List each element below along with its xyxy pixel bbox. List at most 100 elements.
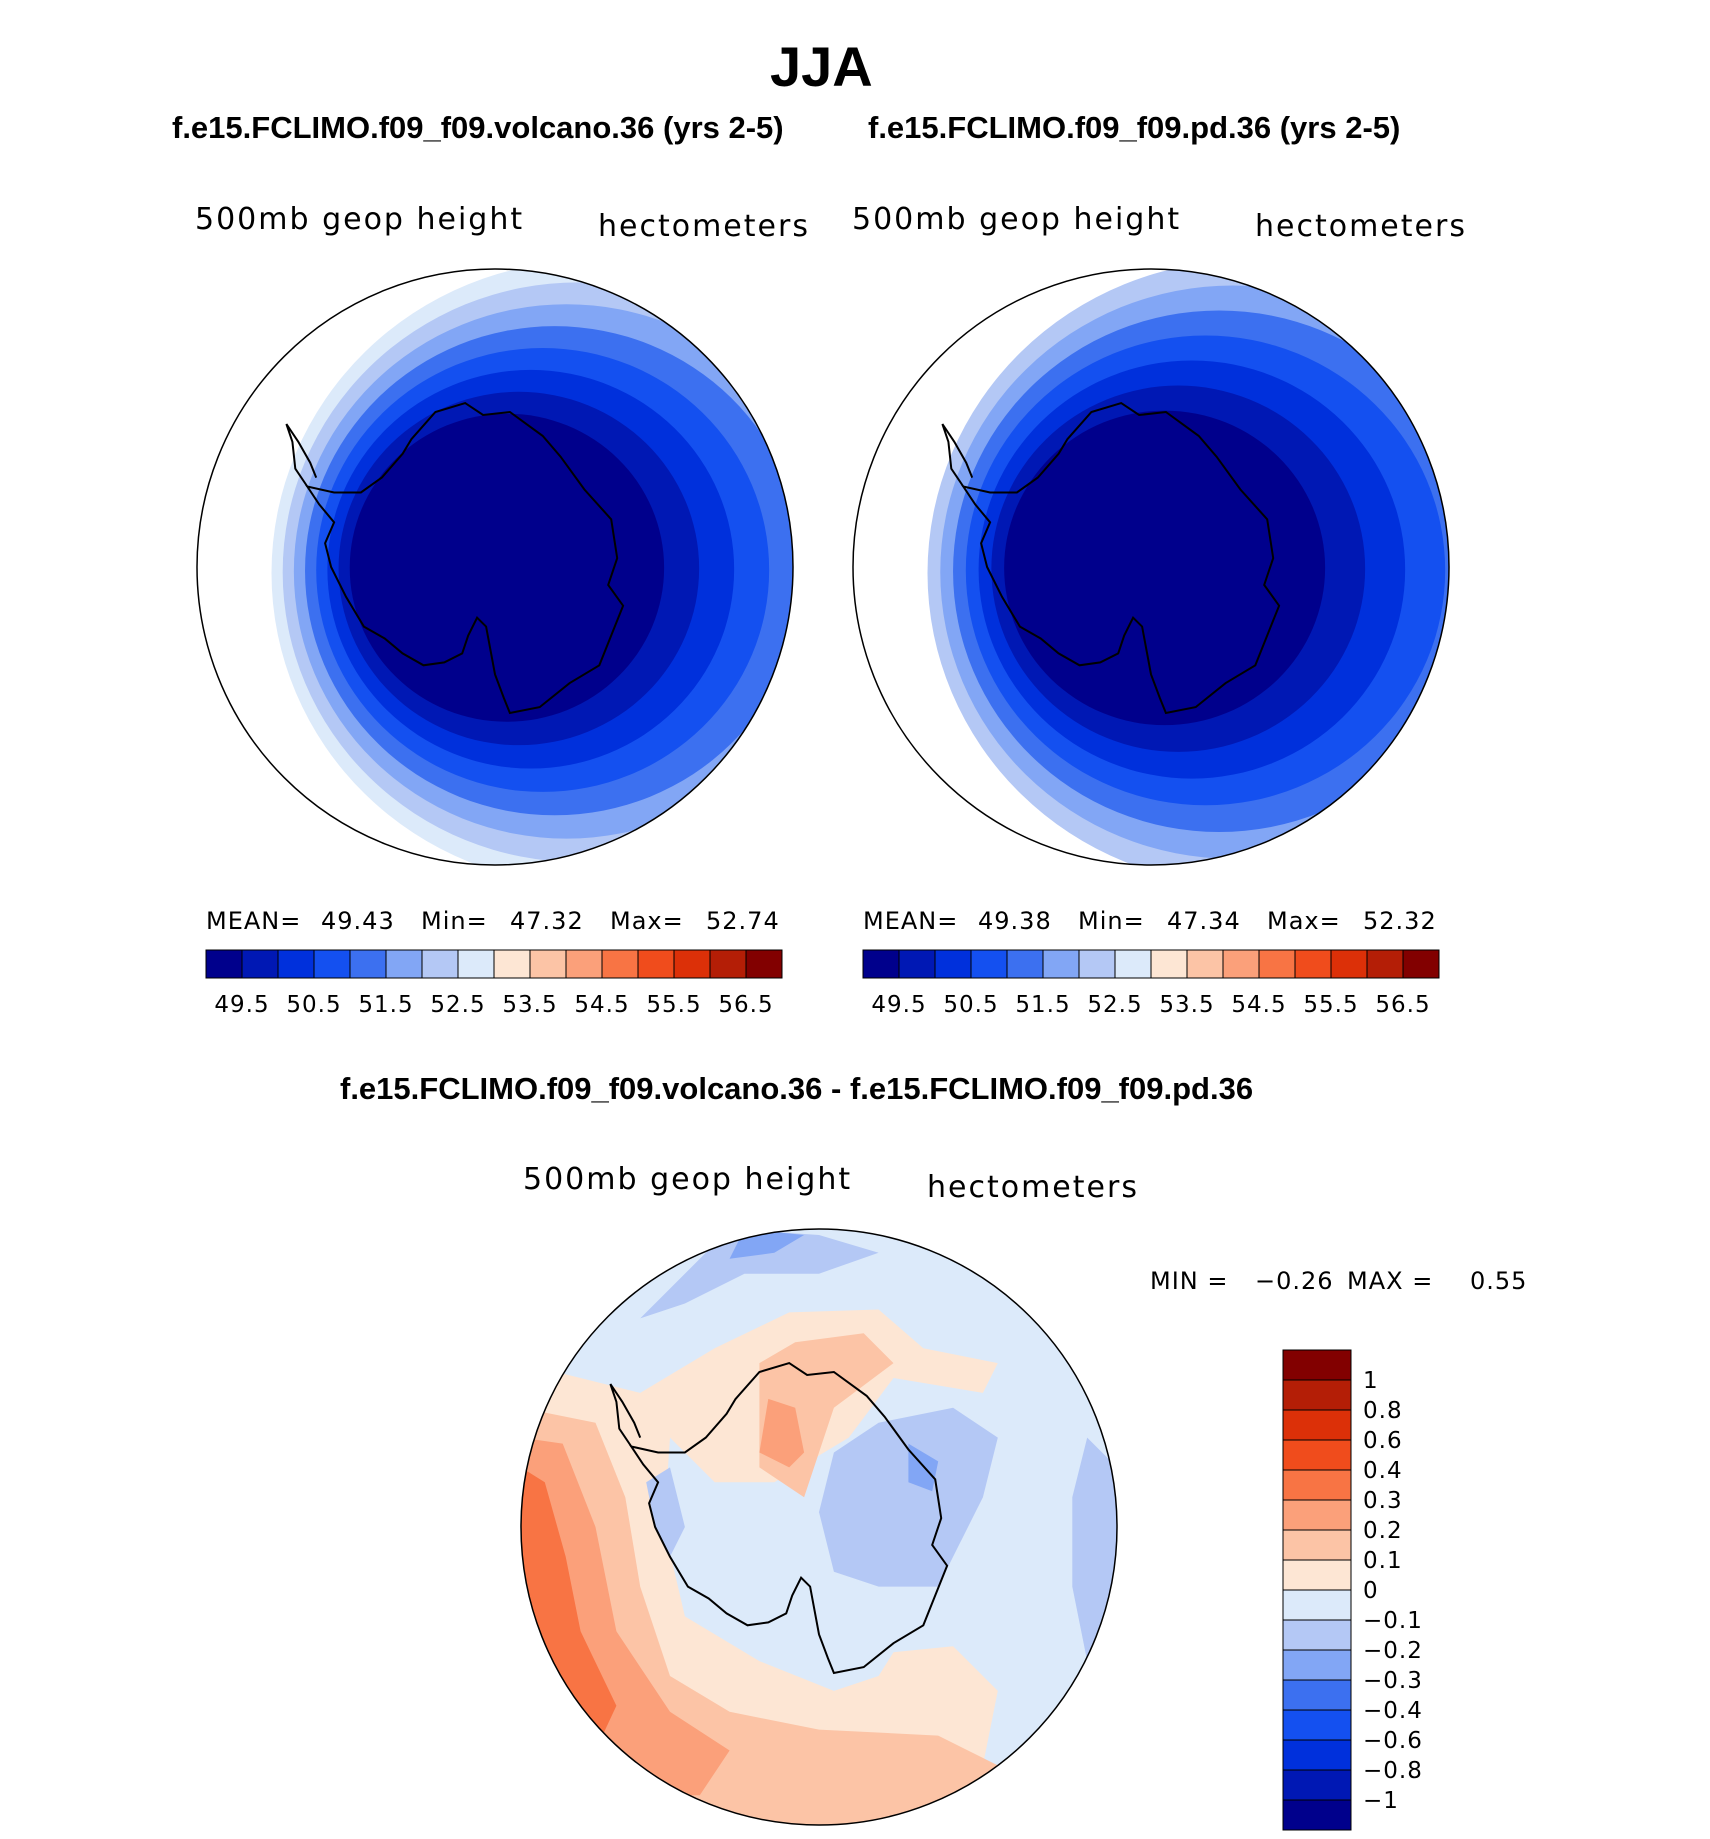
panel3-colorbar-box-7 [1282, 1559, 1352, 1591]
panel3-colorbar-box-10 [1282, 1649, 1352, 1681]
panel1-colorbar-box-1 [241, 949, 279, 979]
panel2-colorbar-box-6 [1078, 949, 1116, 979]
panel3-variable-label: 500mb geop height [523, 1162, 853, 1197]
panel1-max-label: Max= [610, 907, 684, 935]
panel3-colorbar-box-3 [1282, 1439, 1352, 1471]
panel3-peninsula-outline [609, 1383, 642, 1448]
panel2-title: f.e15.FCLIMO.f09_f09.pd.36 (yrs 2-5) [868, 110, 1401, 145]
panel2-colorbar-tick-label: 52.5 [1087, 992, 1142, 1018]
panel1-colorbar-box-6 [421, 949, 459, 979]
panel1-colorbar-box-3 [313, 949, 351, 979]
panel3-min-value: −0.26 [1255, 1267, 1334, 1295]
panel3-colorbar-tick-label: −0.8 [1363, 1758, 1423, 1784]
panel3-colorbar-box-15 [1282, 1799, 1352, 1831]
panel1-mean-value: 49.43 [321, 907, 395, 935]
panel3-colorbar-tick-label: −0.3 [1363, 1668, 1423, 1694]
panel3-colorbar-box-2 [1282, 1409, 1352, 1441]
panel2-peninsula-outline [941, 423, 974, 488]
panel2-max-value: 52.32 [1363, 907, 1437, 935]
panel1-colorbar-box-10 [565, 949, 603, 979]
panel3-contours [521, 1229, 1117, 1825]
panel1-colorbar-tick-label: 52.5 [430, 992, 485, 1018]
panel3-colorbar-tick-label: 0.4 [1363, 1458, 1403, 1484]
panel3-colorbar-tick-label: −0.4 [1363, 1698, 1423, 1724]
panel1-peninsula-outline [285, 423, 318, 488]
panel2-min-value: 47.34 [1167, 907, 1241, 935]
panel2-mean-label: MEAN= [863, 907, 959, 935]
panel3-colorbar-box-4 [1282, 1469, 1352, 1501]
panel2-colorbar-box-14 [1366, 949, 1404, 979]
panel1-contours [271, 269, 793, 865]
panel3-colorbar-tick-label: 0.8 [1363, 1398, 1403, 1424]
panel2-contours [927, 269, 1449, 865]
panel3-colorbar-tick-label: −0.1 [1363, 1608, 1423, 1634]
panel2-colorbar-box-5 [1042, 949, 1080, 979]
panel1-variable-label: 500mb geop height [195, 202, 525, 237]
panel3-colorbar-tick-label: 0 [1363, 1578, 1379, 1604]
panel3-colorbar-box-9 [1282, 1619, 1352, 1651]
panel2-colorbar-tick-label: 51.5 [1015, 992, 1070, 1018]
panel1-colorbar-box-0 [205, 949, 243, 979]
panel3-colorbar-tick-label: −0.2 [1363, 1638, 1423, 1664]
panel2-colorbar-tick-label: 54.5 [1231, 992, 1286, 1018]
panel1-colorbar-box-7 [457, 949, 495, 979]
panel2-colorbar-box-13 [1330, 949, 1368, 979]
panel3-colorbar-box-12 [1282, 1709, 1352, 1741]
panel2-colorbar-box-4 [1006, 949, 1044, 979]
panel1-max-value: 52.74 [706, 907, 780, 935]
panel1-colorbar-box-4 [349, 949, 387, 979]
panel1-colorbar-box-15 [745, 949, 783, 979]
panel2-colorbar-box-9 [1186, 949, 1224, 979]
panel2-colorbar-box-2 [934, 949, 972, 979]
panel3-max-value: 0.55 [1470, 1267, 1528, 1295]
panel2-antarctica-outline [961, 402, 1281, 715]
panel3-colorbar-box-14 [1282, 1769, 1352, 1801]
panel1-colorbar-box-5 [385, 949, 423, 979]
panel2-colorbar-box-7 [1114, 949, 1152, 979]
panel1-map-border [196, 268, 794, 866]
panel3-colorbar-tick-label: 0.1 [1363, 1548, 1403, 1574]
panel2-colorbar-box-12 [1294, 949, 1332, 979]
panel2-min-label: Min= [1078, 907, 1145, 935]
panel2-colorbar-box-8 [1150, 949, 1188, 979]
panel3-colorbar-box-11 [1282, 1679, 1352, 1711]
panel2-max-label: Max= [1267, 907, 1341, 935]
panel3-colorbar-box-6 [1282, 1529, 1352, 1561]
panel1-colorbar-box-12 [637, 949, 675, 979]
panel2-colorbar-box-1 [898, 949, 936, 979]
panel1-colorbar-tick-label: 50.5 [286, 992, 341, 1018]
panel2-colorbar-box-0 [862, 949, 900, 979]
panel1-colorbar-tick-label: 54.5 [574, 992, 629, 1018]
panel2-colorbar-tick-label: 55.5 [1303, 992, 1358, 1018]
panel1-colorbar-box-13 [673, 949, 711, 979]
panel3-min-label: MIN = [1150, 1267, 1229, 1295]
panel3-units-label: hectometers [927, 1170, 1139, 1205]
panel1-colorbar-tick-label: 56.5 [718, 992, 773, 1018]
panel1-units-label: hectometers [598, 209, 810, 244]
panel1-colorbar-tick-label: 55.5 [646, 992, 701, 1018]
panel3-colorbar-box-1 [1282, 1379, 1352, 1411]
panel1-colorbar-box-11 [601, 949, 639, 979]
panel1-colorbar-box-14 [709, 949, 747, 979]
panel3-map-border [520, 1228, 1118, 1826]
panel1-colorbar-tick-label: 49.5 [214, 992, 269, 1018]
panel2-colorbar-box-15 [1402, 949, 1440, 979]
panel1-colorbar-box-9 [529, 949, 567, 979]
panel3-neg-top [640, 1229, 879, 1319]
panel2-colorbar-tick-label: 49.5 [871, 992, 926, 1018]
panel1-title: f.e15.FCLIMO.f09_f09.volcano.36 (yrs 2-5… [172, 110, 784, 145]
panel3-colorbar-box-5 [1282, 1499, 1352, 1531]
panel2-colorbar-tick-label: 53.5 [1159, 992, 1214, 1018]
panel2-band-6 [1004, 410, 1326, 726]
panel3-colorbar-box-13 [1282, 1739, 1352, 1771]
panel2-colorbar-box-10 [1222, 949, 1260, 979]
panel3-colorbar-tick-label: 0.3 [1363, 1488, 1403, 1514]
panel1-colorbar-box-8 [493, 949, 531, 979]
panel1-colorbar-tick-label: 53.5 [502, 992, 557, 1018]
panel2-units-label: hectometers [1255, 209, 1467, 244]
panel3-antarctica-outline [629, 1362, 949, 1675]
panel2-variable-label: 500mb geop height [852, 202, 1182, 237]
panel2-colorbar-tick-label: 50.5 [943, 992, 998, 1018]
panel2-map-border [852, 268, 1450, 866]
panel3-pos-peak [759, 1398, 805, 1468]
